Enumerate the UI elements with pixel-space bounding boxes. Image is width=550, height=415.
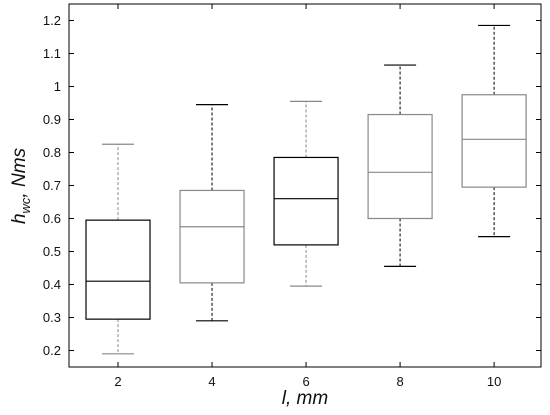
x-axis: 2 4 6 8 10 [114,4,501,389]
x-tick-label: 6 [302,374,309,389]
box-2 [85,143,151,355]
y-axis-label: hwc, Nms [9,147,33,224]
x-tick-label: 8 [396,374,403,389]
iqr-box [85,219,151,320]
iqr-box [367,113,433,220]
box-8 [367,64,433,267]
iqr-box [273,156,339,246]
box-6 [273,100,339,287]
x-tick-label: 2 [114,374,121,389]
y-tick-label: 0.4 [43,277,61,292]
y-tick-label: 1.2 [43,13,61,28]
y-tick-label: 0.8 [43,145,61,160]
y-tick-label: 0.3 [43,310,61,325]
boxes [85,24,527,355]
y-axis-label-rest: , Nms [9,147,30,197]
y-tick-label: 1 [54,79,61,94]
x-axis-label: l, mm [282,388,328,409]
x-tick-label: 10 [487,374,501,389]
y-axis-label-main: h [9,213,30,224]
box-10 [461,24,527,238]
y-tick-label: 0.7 [43,178,61,193]
iqr-box [461,94,527,188]
y-axis: 0.2 0.3 0.4 0.5 0.6 0.7 0.8 0.9 1 1.1 1.2 [43,13,541,358]
y-tick-label: 0.5 [43,244,61,259]
iqr-box [179,189,245,284]
y-tick-label: 1.1 [43,46,61,61]
y-tick-label: 0.6 [43,211,61,226]
y-tick-label: 0.9 [43,112,61,127]
box-4 [179,104,245,322]
y-axis-label-sub: wc [18,197,33,213]
x-tick-label: 4 [208,374,215,389]
y-tick-label: 0.2 [43,343,61,358]
